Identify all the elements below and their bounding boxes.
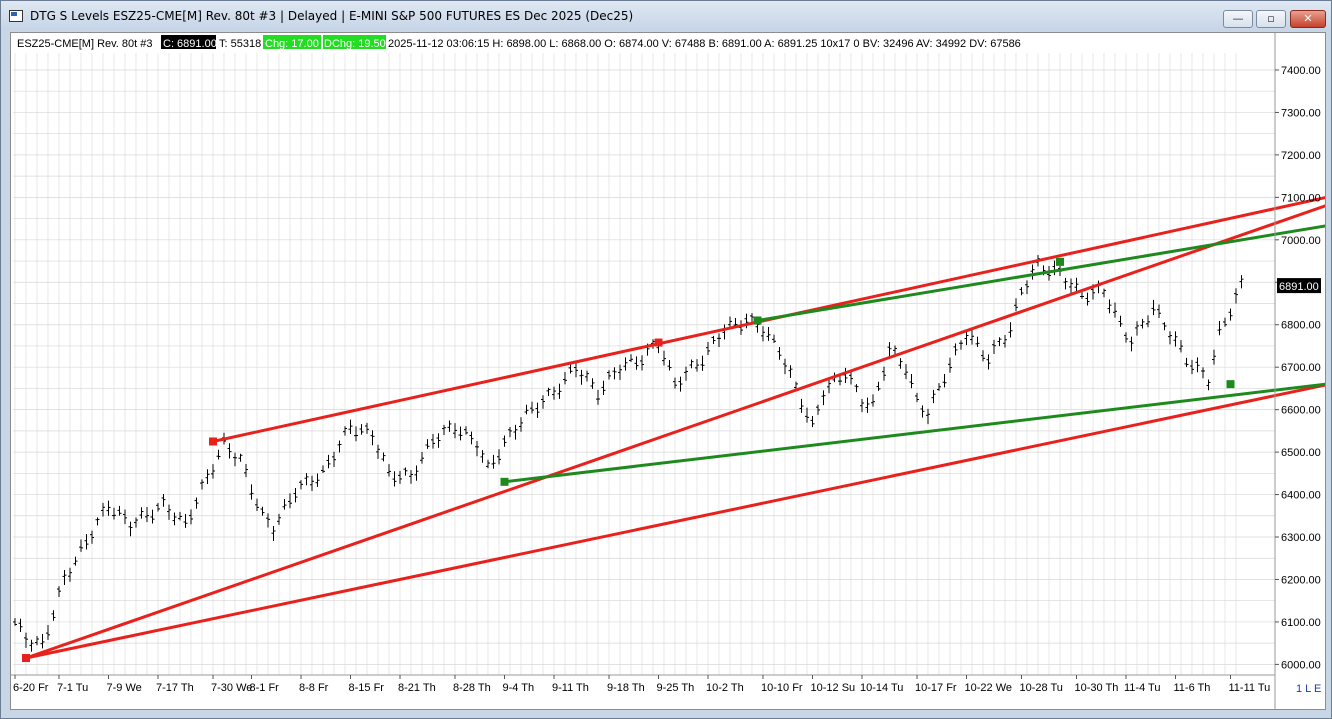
y-tick-label: 7400.00: [1281, 65, 1321, 77]
maximize-button[interactable]: ▫: [1256, 10, 1286, 28]
last-price-label: 6891.00: [1279, 281, 1319, 293]
app-icon: [9, 10, 23, 22]
title-bar[interactable]: DTG S Levels ESZ25-CME[M] Rev. 80t #3 | …: [1, 1, 1331, 31]
x-tick-label: 7-17 Th: [156, 682, 194, 694]
header-dchg: DChg: 19.50: [324, 38, 386, 50]
x-tick-label: 8-15 Fr: [349, 682, 385, 694]
channel-line: [25, 204, 1325, 660]
close-button[interactable]: ✕: [1290, 10, 1326, 28]
y-tick-label: 7200.00: [1281, 150, 1321, 162]
y-tick-label: 6700.00: [1281, 362, 1321, 374]
y-axis: 6000.00 6100.00 6200.00 6300.00 6400.00 6500.…: [1274, 33, 1321, 709]
trend-marker: [1056, 257, 1064, 266]
x-tick-label: 9-11 Th: [552, 682, 589, 694]
trend-line: [504, 382, 1325, 484]
y-tick-label: 6200.00: [1281, 574, 1321, 586]
x-tick-label: 11-11 Tu: [1229, 682, 1271, 694]
header-close: C: 6891.00: [163, 38, 217, 50]
y-tick-label: 6600.00: [1281, 405, 1321, 417]
drawn-lines: [25, 196, 1325, 660]
anchor-markers: [22, 257, 1235, 663]
chart-grid: [13, 53, 1275, 675]
y-tick-label: 6500.00: [1281, 447, 1321, 459]
x-tick-label: 10-22 We: [965, 682, 1013, 694]
price-chart[interactable]: 6000.00 6100.00 6200.00 6300.00 6400.00 6500.…: [11, 33, 1325, 709]
trend-marker: [500, 477, 509, 486]
maximize-icon: ▫: [1267, 12, 1275, 25]
header-ticks: T: 55318: [219, 38, 261, 50]
trend-marker: [1226, 380, 1235, 389]
y-tick-label: 6400.00: [1281, 490, 1321, 502]
x-tick-label: 10-14 Tu: [860, 682, 903, 694]
y-tick-label: 6000.00: [1281, 659, 1321, 671]
channel-line: [25, 383, 1325, 660]
trend-marker: [753, 316, 762, 325]
x-axis: 6-20 Fr 7-1 Tu 7-9 We 7-17 Th 7-30 We8-1 Fr 8…: [11, 674, 1275, 694]
close-icon: ✕: [1303, 12, 1313, 25]
x-tick-label: 8-8 Fr: [299, 682, 329, 694]
last-price-badge: [1277, 278, 1321, 294]
x-tick-label: 10-28 Tu: [1020, 682, 1063, 694]
header-symbol: ESZ25-CME[M] Rev. 80t #3: [17, 38, 153, 50]
header-dchg-bg: [323, 35, 386, 49]
y-tick-label: 7300.00: [1281, 107, 1321, 119]
y-tick-label: 6800.00: [1281, 320, 1321, 332]
chart-area[interactable]: 6000.00 6100.00 6200.00 6300.00 6400.00 6500.…: [10, 32, 1326, 710]
header-chg-bg: [263, 35, 321, 49]
x-tick-label: 10-10 Fr: [761, 682, 803, 694]
x-tick-label: 7-1 Tu: [57, 682, 88, 694]
x-tick-label: 7-9 We: [107, 682, 142, 694]
trend-line: [757, 224, 1325, 322]
x-tick-label: 8-28 Th: [453, 682, 491, 694]
y-tick-label: 7100.00: [1281, 192, 1321, 204]
channel-marker: [209, 437, 217, 446]
y-tick-label: 6300.00: [1281, 532, 1321, 544]
minimize-icon: —: [1232, 12, 1244, 25]
x-tick-label: 10-2 Th: [706, 682, 744, 694]
x-tick-label: 8-21 Th: [398, 682, 436, 694]
x-tick-label: 11-6 Th: [1174, 682, 1211, 694]
x-tick-label: 11-4 Tu: [1124, 682, 1161, 694]
x-tick-label: 7-30 We: [211, 682, 252, 694]
x-tick-label: 6-20 Fr: [13, 682, 49, 694]
x-tick-label: 8-1 Fr: [250, 682, 280, 694]
header-close-bg: [161, 35, 216, 49]
y-tick-label: 6100.00: [1281, 617, 1321, 629]
x-tick-label: 9-18 Th: [607, 682, 645, 694]
corner-label[interactable]: 1 L E: [1296, 683, 1321, 695]
header-details: 2025-11-12 03:06:15 H: 6898.00 L: 6868.0…: [388, 38, 1021, 50]
window-title: DTG S Levels ESZ25-CME[M] Rev. 80t #3 | …: [30, 9, 634, 23]
x-tick-label: 9-4 Th: [503, 682, 535, 694]
x-tick-label: 10-12 Su: [811, 682, 856, 694]
x-tick-label: 10-17 Fr: [915, 682, 957, 694]
x-tick-label: 9-25 Th: [657, 682, 695, 694]
price-bars: [13, 254, 1244, 652]
corner-label-bg: [1294, 681, 1322, 695]
channel-marker: [22, 654, 30, 663]
y-tick-label: 7000.00: [1281, 235, 1321, 247]
header-chg: Chg: 17.00: [265, 38, 319, 50]
minimize-button[interactable]: —: [1223, 10, 1253, 28]
channel-marker: [654, 338, 663, 347]
corner-label-box: 1 L E: [1294, 681, 1322, 695]
x-tick-label: 10-30 Th: [1075, 682, 1119, 694]
data-header: ESZ25-CME[M] Rev. 80t #3 C: 6891.00 T: 5…: [17, 35, 1021, 50]
